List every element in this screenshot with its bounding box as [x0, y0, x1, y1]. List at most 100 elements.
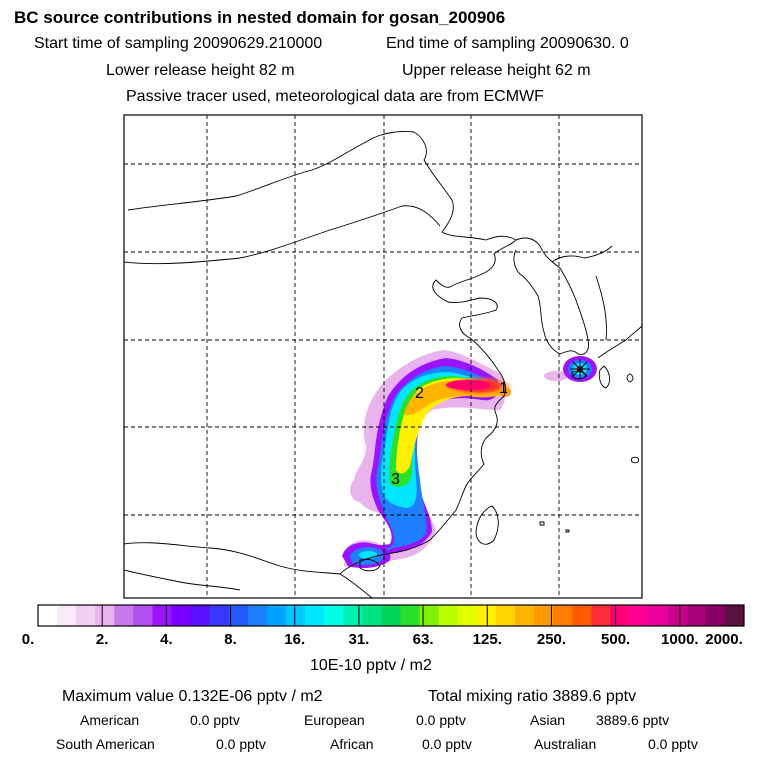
region-name-asian: Asian	[530, 712, 566, 728]
colorbar-tick-label: 2.	[95, 631, 109, 648]
islands-ryukyu-4	[565, 529, 570, 533]
colorbar-swatch	[305, 605, 325, 626]
colorbar-swatch	[495, 605, 516, 626]
receptor-star-marker-icon	[570, 359, 590, 379]
marker-3: 3	[391, 471, 400, 488]
region-name-african: African	[330, 736, 374, 752]
colorbar-swatch	[667, 605, 688, 626]
colorbar-swatch	[38, 605, 58, 626]
colorbar-swatch	[362, 605, 382, 626]
source-markers: 1 2 3	[391, 380, 508, 488]
colorbar-swatch	[457, 605, 478, 626]
graticule	[124, 115, 642, 598]
tracer-note: Passive tracer used, meteorological data…	[126, 88, 544, 105]
colorbar-swatch	[114, 605, 134, 626]
colorbar-swatch	[534, 605, 554, 626]
colorbar-tick-label: 250.	[536, 631, 567, 648]
total-mixing-ratio: Total mixing ratio 3889.6 pptv	[428, 688, 637, 705]
sampling-times: Start time of sampling 20090629.210000 E…	[34, 35, 629, 52]
islands-ryukyu-1	[626, 373, 634, 383]
marker-2: 2	[415, 385, 424, 402]
islands-ryukyu-3	[539, 521, 545, 526]
map-frame	[123, 114, 643, 599]
colorbar-tick-label: 2000.	[705, 631, 743, 648]
colorbar-swatch	[438, 605, 459, 626]
maximum-value: Maximum value 0.132E-06 pptv / m2	[62, 688, 323, 705]
colorbar-swatch	[400, 605, 421, 626]
colorbar-swatch	[381, 605, 402, 626]
region-name-american: American	[80, 712, 140, 728]
lower-release-height: Lower release height 82 m	[106, 62, 295, 79]
coast-shandong-korea	[513, 237, 589, 355]
islands-ryukyu-2	[631, 456, 639, 464]
region-value-asian: 3889.6 pptv	[596, 712, 670, 728]
coast-japan	[597, 325, 642, 359]
border-mongolia	[127, 131, 454, 233]
colorbar-swatch	[190, 605, 211, 626]
start-time: Start time of sampling 20090629.210000	[34, 35, 323, 52]
colorbar-tick-label: 4.	[160, 631, 173, 648]
colorbar-swatch	[266, 605, 287, 626]
colorbar-swatch	[343, 605, 363, 626]
plume-west-patch	[350, 478, 370, 502]
colorbar-tick-label: 63.	[412, 631, 434, 648]
colorbar-frame	[37, 604, 745, 627]
island-hainan	[359, 558, 381, 572]
colorbar-swatch	[286, 605, 306, 626]
coast-kyushu	[598, 365, 611, 389]
colorbar-swatch	[57, 605, 77, 626]
colorbar-swatch	[152, 605, 173, 626]
border-south	[124, 542, 373, 598]
region-value-european: 0.0 pptv	[416, 712, 466, 728]
korea-east	[595, 275, 607, 341]
colorbar-tick-label: 8.	[224, 631, 237, 648]
colorbar-tick-label: 31.	[348, 631, 370, 648]
plume-sw-blob-cyan	[359, 551, 377, 559]
colorbar-swatch	[228, 605, 249, 626]
colorbar-swatch	[476, 605, 497, 626]
colorbar-tick-label: 125.	[472, 631, 502, 648]
border-west	[124, 569, 241, 591]
map-area: 1 2 3	[124, 115, 642, 598]
colorbar-swatch	[76, 605, 96, 626]
region-name-australian: Australian	[534, 736, 597, 752]
colorbar-swatch	[591, 605, 611, 626]
colorbar-swatch	[553, 605, 573, 626]
colorbar-swatch	[705, 605, 726, 626]
colorbar-swatch	[324, 605, 344, 626]
marker-1: 1	[499, 380, 508, 397]
island-taiwan	[475, 505, 499, 545]
region-value-african: 0.0 pptv	[422, 736, 472, 752]
end-time: End time of sampling 20090630. 0	[386, 35, 629, 52]
release-heights: Lower release height 82 m Upper release …	[106, 62, 591, 79]
coastlines	[124, 131, 642, 598]
colorbar-swatch	[95, 605, 115, 626]
plume-korea-tail	[544, 371, 568, 381]
colorbar-units: 10E-10 pptv / m2	[310, 657, 432, 674]
plume-core	[446, 380, 490, 390]
region-value-australian: 0.0 pptv	[648, 736, 698, 752]
colorbar-tick-label: 0.	[21, 631, 35, 648]
colorbar-tick-label: 1000.	[661, 631, 699, 648]
coast-china-east	[339, 369, 507, 575]
region-value-south-american: 0.0 pptv	[216, 736, 266, 752]
colorbar-swatch	[247, 605, 268, 626]
colorbar-swatch	[515, 605, 535, 626]
colorbar-swatch	[209, 605, 230, 626]
colorbar-swatch	[572, 605, 592, 626]
colorbar-tick-label: 500.	[601, 631, 631, 648]
colorbar-tick-label: 16.	[284, 631, 306, 648]
plot-title: BC source contributions in nested domain…	[14, 8, 506, 27]
region-name-south-american: South American	[56, 736, 155, 752]
coast-bohai	[432, 231, 517, 371]
colorbar-swatch	[171, 605, 192, 626]
colorbar-swatch	[610, 605, 631, 626]
colorbar-swatch	[686, 605, 707, 626]
colorbar	[37, 604, 745, 627]
korea-north	[551, 245, 613, 263]
upper-release-height: Upper release height 62 m	[402, 62, 591, 79]
colorbar-swatch	[419, 605, 440, 626]
region-name-european: European	[304, 712, 365, 728]
colorbar-swatch	[629, 605, 650, 626]
